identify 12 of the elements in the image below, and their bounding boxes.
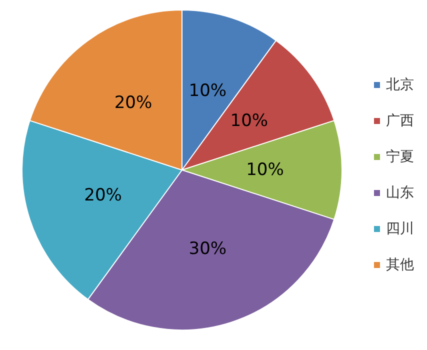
legend-label: 广西	[386, 113, 414, 129]
legend-label: 山东	[386, 185, 414, 201]
legend-label: 其他	[386, 257, 414, 273]
data-label: 10%	[188, 81, 227, 102]
legend-label: 四川	[386, 221, 414, 237]
data-label: 20%	[114, 92, 152, 113]
legend-label: 北京	[386, 77, 414, 93]
data-label: 20%	[84, 186, 122, 206]
legend-label: 宁夏	[386, 149, 414, 165]
data-label: 10%	[230, 111, 268, 132]
data-label: 10%	[246, 160, 284, 180]
data-label: 30%	[188, 238, 227, 259]
